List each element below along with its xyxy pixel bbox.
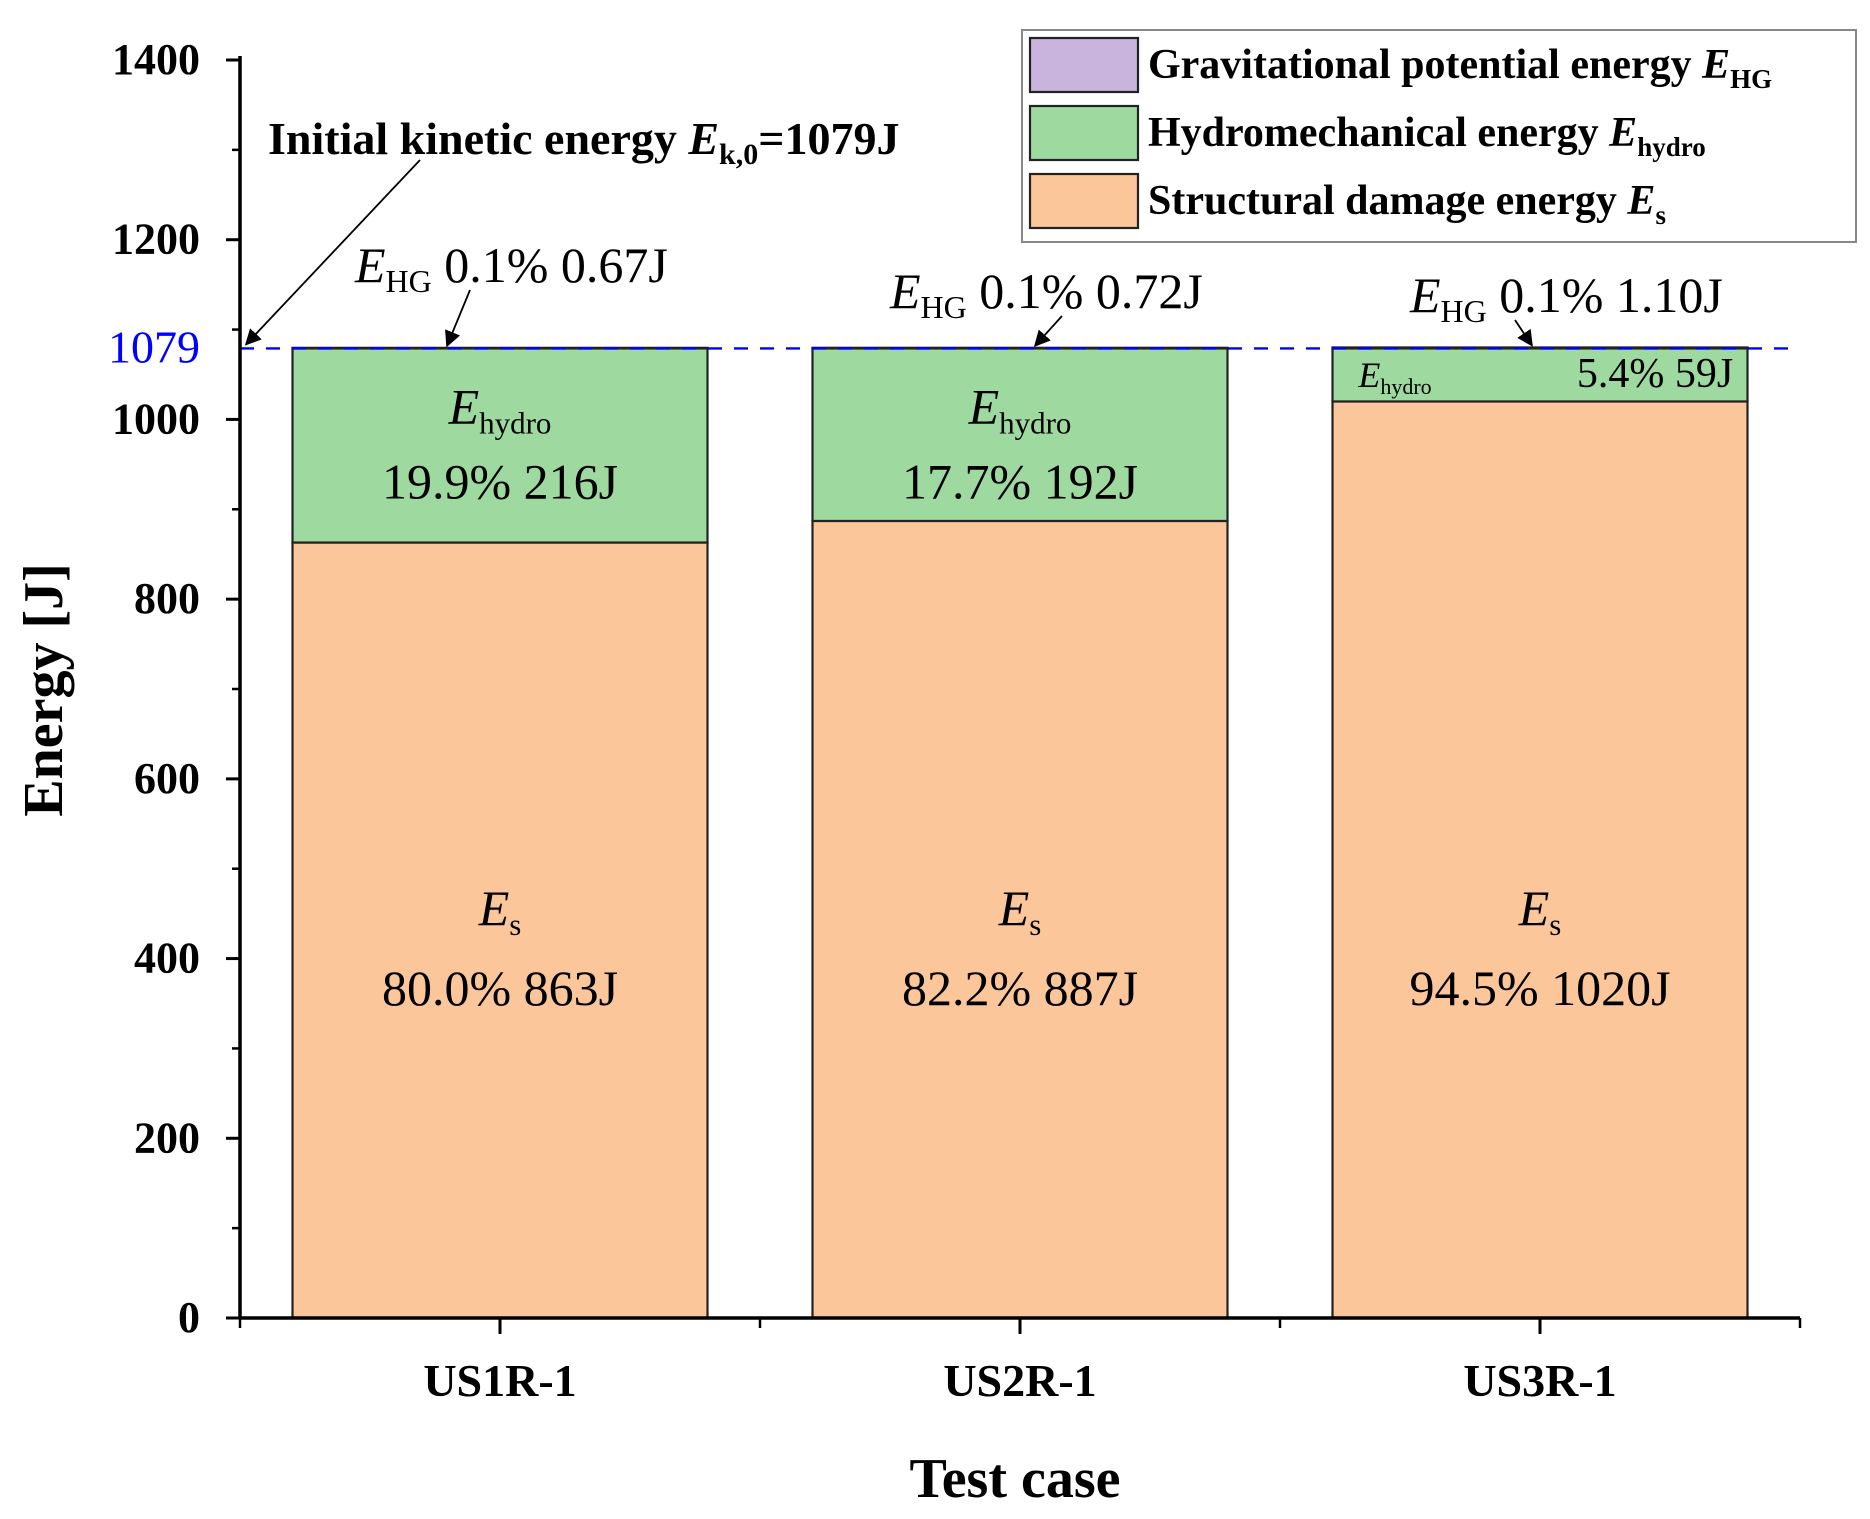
initial-kinetic-energy-annotation: Initial kinetic energy Ek,0=1079J — [268, 113, 899, 171]
legend-swatch-HG — [1028, 36, 1140, 94]
label-Es-symbol-US2R-1: Es — [998, 880, 1042, 942]
y-tick-label-600: 600 — [134, 754, 200, 803]
legend-label-hydro: Hydromechanical energy Ehydro — [1148, 110, 1706, 162]
label-Ehydro-symbol-US1R-1: Ehydro — [448, 378, 552, 440]
label-EHG-arrow-US3R-1 — [1514, 319, 1533, 347]
label-Ehydro-symbol-US3R-1: Ehydro — [1357, 355, 1431, 399]
label-Es-symbol-US1R-1: Es — [478, 880, 522, 942]
label-Es-value-US1R-1: 80.0% 863J — [382, 960, 618, 1016]
x-tick-label-US2R-1: US2R-1 — [943, 1355, 1096, 1406]
y-tick-label-1400: 1400 — [112, 35, 200, 84]
legend-swatch-s — [1028, 172, 1140, 230]
annotation-arrow — [244, 159, 421, 346]
label-EHG-US1R-1: EHG 0.1% 0.67J — [354, 237, 668, 299]
bar-US2R-1-s — [811, 519, 1229, 1320]
reference-line-layer: 1079 — [108, 321, 1800, 372]
bar-labels-layer: Initial kinetic energy Ek,0=1079J Es 80.0%… — [244, 113, 1733, 1016]
y-axis-title: Energy [J] — [13, 563, 75, 817]
label-Ehydro-value-US3R-1: 5.4% 59J — [1577, 351, 1733, 397]
bar-US1R-1-hydro — [291, 347, 709, 544]
y-tick-label-800: 800 — [134, 574, 200, 623]
label-Es-value-US3R-1: 94.5% 1020J — [1409, 960, 1670, 1016]
y-tick-label-200: 200 — [134, 1113, 200, 1162]
label-Es-symbol-US3R-1: Es — [1518, 880, 1562, 942]
legend-label-s: Structural damage energy Es — [1148, 178, 1666, 230]
x-axis-title: Test case — [909, 1448, 1120, 1510]
y-tick-label-0: 0 — [178, 1293, 200, 1342]
label-EHG-US3R-1: EHG 0.1% 1.10J — [1409, 267, 1723, 329]
y-tick-label-400: 400 — [134, 934, 200, 983]
legend-swatch-hydro — [1028, 104, 1140, 162]
bar-US2R-1-hydro — [811, 347, 1229, 523]
bar-US3R-1-s — [1331, 400, 1749, 1320]
label-Ehydro-symbol-US2R-1: Ehydro — [968, 378, 1072, 440]
label-Ehydro-value-US2R-1: 17.7% 192J — [902, 453, 1138, 509]
legend-box — [1021, 29, 1857, 243]
y-tick-label-1200: 1200 — [112, 215, 200, 264]
label-EHG-arrow-US2R-1 — [1033, 315, 1063, 347]
bar-US1R-1-s — [291, 541, 709, 1320]
x-tick-label-US3R-1: US3R-1 — [1463, 1355, 1616, 1406]
label-Es-value-US2R-1: 82.2% 887J — [902, 960, 1138, 1016]
x-tick-label-US1R-1: US1R-1 — [423, 1355, 576, 1406]
legend: Gravitational potential energy EHG Hydrom… — [1021, 29, 1857, 243]
bars-layer — [291, 346, 1749, 1320]
y-tick-label-1000: 1000 — [112, 394, 200, 443]
label-EHG-US2R-1: EHG 0.1% 0.72J — [889, 263, 1203, 325]
reference-line-label: 1079 — [108, 321, 200, 372]
label-EHG-arrow-US1R-1 — [445, 289, 471, 348]
axes-layer: 0 200 400 600 800 1000 1200 1400 US1R-1 US2R-1 US3… — [13, 35, 1802, 1510]
legend-label-HG: Gravitational potential energy EHG — [1148, 42, 1772, 94]
label-Ehydro-value-US1R-1: 19.9% 216J — [382, 453, 618, 509]
